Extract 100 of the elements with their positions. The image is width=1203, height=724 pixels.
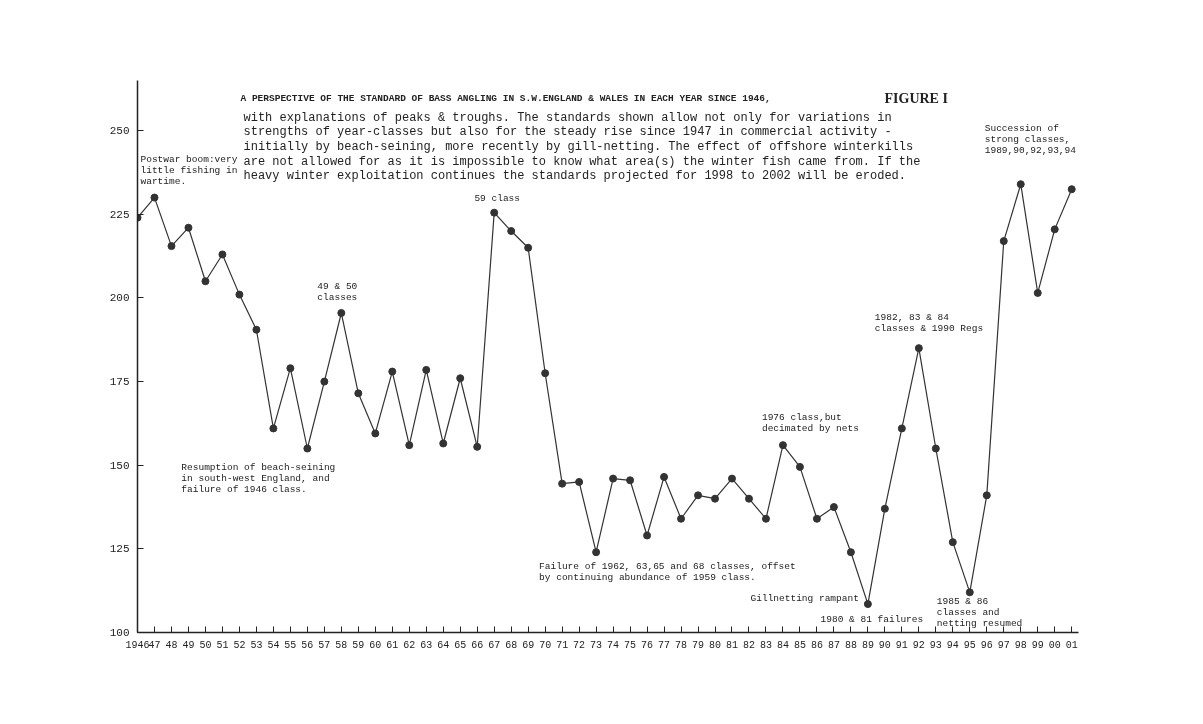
x-tick-label: 68 (505, 639, 518, 651)
point (677, 514, 686, 523)
x-tick-label: 1946 (125, 639, 150, 651)
point (880, 504, 889, 513)
x-tick-label: 90 (878, 639, 891, 651)
x-tick-label: 97 (997, 639, 1010, 651)
x-tick-label: 50 (199, 639, 212, 651)
point (694, 491, 703, 500)
x-tick-label: 77 (658, 639, 671, 651)
x-tick-label: 74 (607, 639, 620, 651)
x-tick-label: 53 (250, 639, 263, 651)
annotation: Failure of 1962, 63,65 and 68 classes, offset by continuing abundance of 1959 class. (539, 561, 796, 584)
point (337, 309, 346, 317)
x-tick-label: 78 (675, 639, 688, 651)
annotation: Postwar boom:very little fishing in wartime. (140, 153, 238, 187)
y-tick-label: 200 (109, 292, 130, 305)
x-tick-label: 61 (386, 639, 399, 651)
x-tick-label: 47 (148, 639, 161, 651)
point (778, 441, 787, 450)
annotation: 1976 class,but decimated by nets (761, 412, 859, 435)
point (761, 514, 770, 523)
point (711, 494, 720, 503)
point (218, 250, 227, 259)
point (269, 424, 278, 433)
point (643, 531, 652, 540)
y-tick-label: 150 (109, 459, 130, 472)
point (320, 377, 329, 386)
y-tick-label: 100 (109, 627, 130, 639)
point (252, 325, 261, 334)
annotation: 1985 & 86 classes and netting resumed (936, 596, 1023, 630)
x-tick-label: 54 (267, 639, 280, 651)
point (744, 494, 753, 503)
point (371, 429, 380, 438)
point (490, 208, 499, 217)
y-tick-label: 175 (109, 376, 130, 389)
point (1050, 225, 1059, 234)
x-tick-label: 63 (420, 639, 433, 651)
point (846, 548, 855, 557)
x-tick-label: 87 (827, 639, 840, 651)
x-tick-label: 71 (556, 639, 569, 651)
x-tick-label: 51 (216, 639, 229, 651)
annotation: Resumption of beach-seining in south-west England, and failure of 1946 class. (181, 461, 336, 495)
point (405, 441, 414, 450)
x-tick-label: 55 (284, 639, 297, 651)
annotation: Succession of strong classes, 1989,90,92,93,94 (984, 123, 1077, 157)
annotation: 49 & 50 classes (317, 281, 358, 304)
point (286, 364, 295, 373)
point (422, 365, 431, 374)
point (999, 237, 1008, 246)
point (473, 442, 482, 451)
x-tick-label: 67 (488, 639, 501, 651)
point (235, 290, 244, 299)
x-tick-label: 88 (844, 639, 857, 651)
x-tick-label: 95 (963, 639, 976, 651)
x-tick-label: 49 (182, 639, 195, 651)
point (201, 277, 210, 286)
x-tick-label: 84 (776, 639, 789, 651)
x-tick-label: 98 (1014, 639, 1027, 651)
y-tick-label: 125 (109, 543, 130, 556)
annotation: FIGURE I (884, 90, 948, 106)
x-tick-label: 86 (810, 639, 823, 651)
x-tick-label: 83 (759, 639, 772, 651)
point (626, 476, 635, 485)
x-tick-label: 94 (946, 639, 959, 651)
point (388, 367, 397, 376)
point (931, 444, 940, 453)
y-tick-label: 225 (109, 208, 130, 221)
point (812, 514, 821, 523)
point (1016, 180, 1025, 189)
x-tick-label: 99 (1031, 639, 1044, 651)
point (829, 503, 838, 512)
x-tick-label: 60 (369, 639, 382, 651)
point (660, 472, 669, 481)
x-tick-label: 65 (454, 639, 467, 651)
point (507, 227, 516, 236)
x-tick-label: 64 (437, 639, 450, 651)
point (184, 223, 193, 232)
point (150, 193, 159, 202)
x-tick-label: 48 (165, 639, 178, 651)
x-tick-label: 00 (1048, 639, 1061, 651)
point (795, 462, 804, 471)
x-tick-label: 73 (590, 639, 603, 651)
x-tick-label: 91 (895, 639, 908, 651)
point (1067, 185, 1076, 194)
x-tick-label: 89 (861, 639, 874, 651)
annotation: 1980 & 81 failures (820, 614, 924, 626)
x-tick-label: 69 (522, 639, 535, 651)
x-tick-label: 80 (709, 639, 722, 651)
x-tick-label: 93 (929, 639, 942, 651)
point (948, 538, 957, 547)
x-tick-label: 62 (403, 639, 416, 651)
x-tick-label: 96 (980, 639, 993, 651)
point (609, 474, 618, 483)
point (727, 474, 736, 483)
point (354, 389, 363, 398)
point (558, 479, 567, 488)
point (914, 344, 923, 353)
point (897, 424, 906, 433)
x-tick-label: 72 (573, 639, 586, 651)
annotation: 1982, 83 & 84 classes & 1990 Regs (874, 312, 984, 335)
